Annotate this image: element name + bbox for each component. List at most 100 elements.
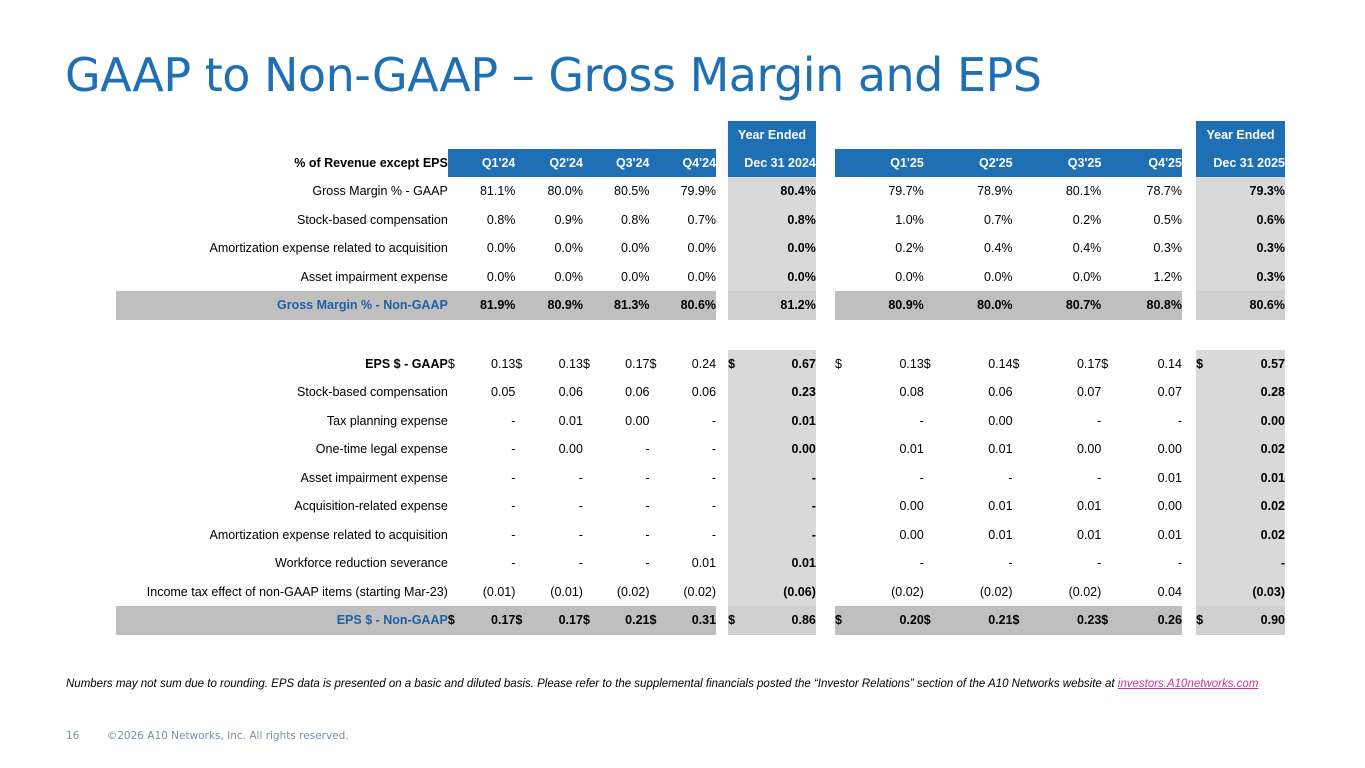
eps-adjustment-row: Amortization expense related to acquisit… xyxy=(116,520,1285,550)
spacer-cell xyxy=(583,521,602,550)
gap-cell xyxy=(1181,549,1197,578)
spacer-cell xyxy=(1196,234,1216,263)
row-label: EPS $ - Non-GAAP xyxy=(116,606,448,635)
spacer-cell xyxy=(448,492,467,521)
value-cell: - xyxy=(645,499,650,514)
value-cell: 0.00 xyxy=(1157,442,1182,457)
spacer-cell xyxy=(1101,378,1120,407)
spacer-cell xyxy=(1196,406,1216,435)
eps-adjustment-row: Workforce reduction severance - - - 0.01 0.01… xyxy=(116,549,1285,578)
gross-margin-row: Gross Margin % - GAAP 81.1% 80.0% 80.5% 79.9… xyxy=(116,177,1285,206)
spacer-cell xyxy=(448,263,467,292)
value-cell: 0.20 xyxy=(854,606,924,635)
gap-cell xyxy=(815,291,836,320)
spacer-cell xyxy=(1013,578,1032,607)
spacer-cell xyxy=(728,577,748,606)
value-cell: 80.0% xyxy=(942,291,1013,320)
value-cell: 0.01 xyxy=(899,442,924,457)
spacer-cell xyxy=(515,291,535,320)
investor-relations-link[interactable]: investors.A10networks.com xyxy=(1117,678,1259,690)
gap-cell xyxy=(815,205,836,234)
gap-cell xyxy=(815,463,836,492)
year-2024-value: 0.8% xyxy=(747,205,816,234)
value-cell: - xyxy=(1177,413,1182,428)
year-2024-value: 81.2% xyxy=(747,291,816,320)
currency-symbol: $ xyxy=(515,356,523,371)
value-cell: - xyxy=(511,527,516,542)
currency-symbol: $ xyxy=(447,606,467,635)
header-q2-25: Q2'25 xyxy=(923,149,1013,177)
spacer-cell xyxy=(1012,291,1032,320)
spacer-cell xyxy=(1101,234,1120,263)
value-cell: 0.07 xyxy=(1157,385,1182,400)
row-label: EPS $ - GAAP xyxy=(365,356,448,371)
spacer-cell xyxy=(650,407,669,436)
spacer-cell xyxy=(649,291,669,320)
value-cell: - xyxy=(1097,413,1102,428)
spacer-cell xyxy=(924,549,943,578)
row-label: Stock-based compensation xyxy=(297,212,448,227)
spacer-cell xyxy=(650,234,669,263)
spacer-cell xyxy=(728,177,748,206)
eps-gaap-row: EPS $ - GAAP $0.13 $0.13 $0.17 $0.24 $0.67 $0.… xyxy=(116,349,1285,378)
value-cell: 0.31 xyxy=(668,606,717,635)
value-cell: - xyxy=(919,470,924,485)
eps-adjustment-row: Stock-based compensation 0.05 0.06 0.06 0.06… xyxy=(116,378,1285,407)
spacer-cell xyxy=(1196,520,1216,549)
spacer-cell xyxy=(924,492,943,521)
spacer-cell xyxy=(1013,464,1032,493)
spacer-cell xyxy=(835,464,854,493)
spacer-cell xyxy=(835,521,854,550)
gap-cell xyxy=(716,205,729,234)
value-cell: - xyxy=(1008,470,1013,485)
spacer-cell xyxy=(583,407,602,436)
gap-cell xyxy=(716,463,729,492)
header-q1-24: Q1'24 xyxy=(447,149,516,177)
gap-cell xyxy=(815,262,836,291)
eps-adjustment-row: Asset impairment expense - - - - - - - - 0.01 0.01 xyxy=(116,463,1285,493)
value-cell: 81.9% xyxy=(466,291,516,320)
year-2025-value: 0.28 xyxy=(1215,378,1285,407)
spacer-cell xyxy=(650,263,669,292)
gap-cell xyxy=(716,378,729,407)
value-cell: - xyxy=(711,499,717,514)
gross-margin-row: Asset impairment expense 0.0% 0.0% 0.0% 0.0%… xyxy=(116,262,1285,292)
gap-cell xyxy=(815,435,836,464)
spacer-cell xyxy=(728,435,748,464)
value-cell: 80.1% xyxy=(1065,184,1102,199)
spacer-cell xyxy=(835,263,854,292)
spacer-cell xyxy=(447,291,467,320)
value-cell: (0.02) xyxy=(616,584,650,599)
gap-cell xyxy=(716,262,729,291)
value-cell: - xyxy=(645,527,650,542)
value-cell: 0.01 xyxy=(988,527,1013,542)
value-cell: 0.14 xyxy=(988,356,1013,371)
row-label: Amortization expense related to acquisit… xyxy=(209,527,448,542)
spacer-cell xyxy=(650,378,669,407)
year-2024-value: 0.01 xyxy=(747,549,816,578)
value-cell: 0.17 xyxy=(1076,356,1102,371)
spacer-cell xyxy=(728,463,748,492)
year-2024-value: 0.0% xyxy=(747,262,816,291)
value-cell: 79.9% xyxy=(680,184,717,199)
gaap-reconciliation-table: Year Ended Year Ended % of Revenue excep… xyxy=(116,121,1285,635)
gap-cell xyxy=(1181,349,1197,378)
spacer-cell xyxy=(650,492,669,521)
spacer-cell xyxy=(515,521,534,550)
value-cell: 0.01 xyxy=(988,442,1013,457)
value-cell: 78.9% xyxy=(977,184,1013,199)
spacer-cell xyxy=(924,234,943,263)
currency-symbol: $ xyxy=(582,356,590,371)
spacer-cell xyxy=(1101,206,1120,235)
value-cell: 0.13 xyxy=(558,356,583,371)
spacer-cell xyxy=(1013,263,1032,292)
value-cell: 0.4% xyxy=(1072,241,1102,256)
spacer-cell xyxy=(728,406,748,435)
spacer-cell xyxy=(583,234,602,263)
column-header-row: % of Revenue except EPS Q1'24 Q2'24 Q3'2… xyxy=(116,149,1285,177)
gap-cell xyxy=(1181,406,1197,435)
value-cell: 80.5% xyxy=(614,184,650,199)
value-cell: 0.8% xyxy=(621,212,650,227)
copyright: ©2026 A10 Networks, Inc. All rights rese… xyxy=(106,730,349,742)
value-cell: 0.0% xyxy=(1072,269,1102,284)
